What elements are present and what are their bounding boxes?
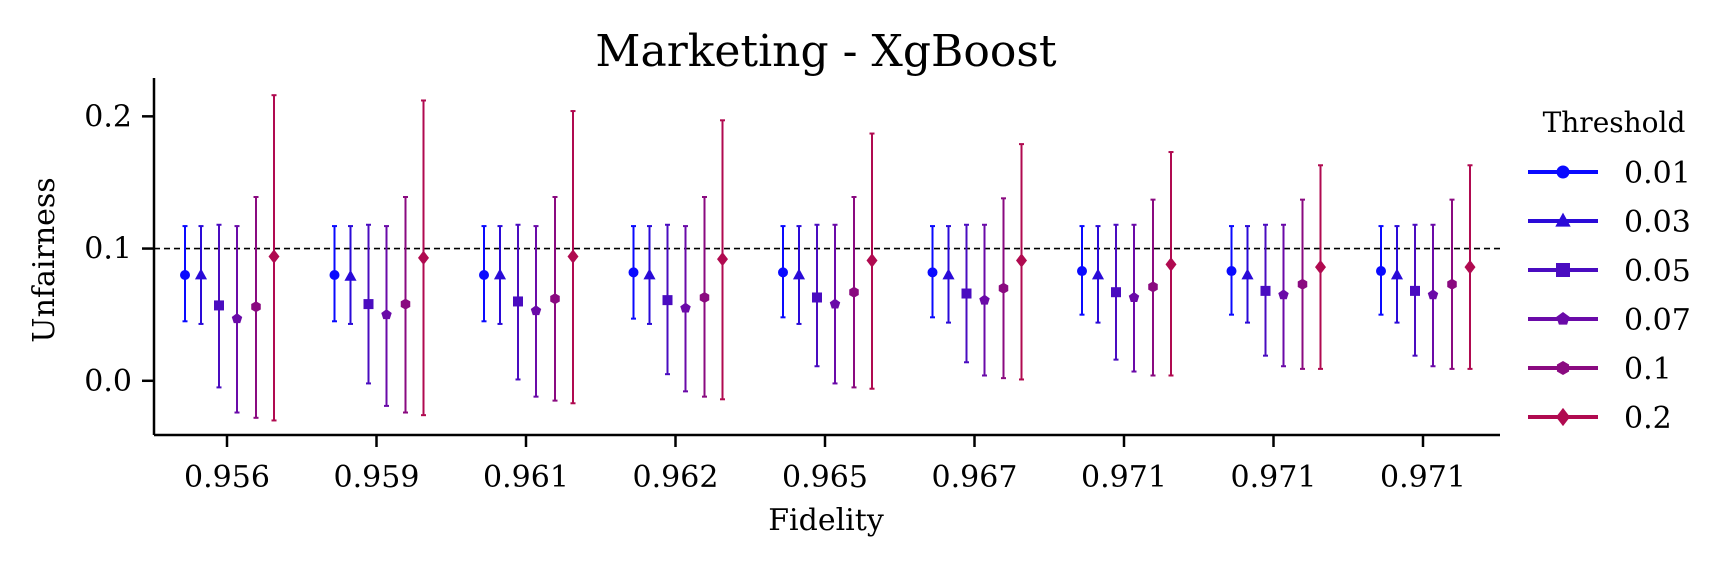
data-point: [812, 292, 822, 303]
data-point: [1315, 259, 1326, 275]
series-0.2: [268, 94, 1476, 422]
legend-label: 0.03: [1624, 205, 1691, 240]
data-point: [329, 270, 340, 281]
legend-marker: [1556, 407, 1570, 427]
data-point: [231, 313, 243, 324]
legend-label: 0.01: [1624, 156, 1691, 191]
data-point: [1376, 266, 1386, 277]
data-point: [493, 268, 507, 280]
legend-title: Threshold: [1543, 106, 1686, 139]
y-tick-label: 0.1: [84, 232, 132, 267]
data-point: [1148, 281, 1158, 293]
data-point: [1128, 291, 1140, 302]
legend-item-0.2: 0.2: [1528, 401, 1672, 436]
x-axis-label: Fidelity: [768, 503, 884, 538]
data-point: [479, 270, 489, 281]
data-point: [829, 298, 841, 309]
x-tick-label: 0.971: [1081, 460, 1167, 495]
legend-label: 0.07: [1624, 303, 1691, 338]
data-point: [268, 249, 280, 264]
x-tick-label: 0.961: [483, 460, 569, 495]
data-point: [1297, 278, 1308, 290]
data-point: [1091, 268, 1105, 280]
plot-area: 0.0 0.1 0.2 0.956 0.959 0.961 0.962 0.965 0.967 0…: [84, 78, 1500, 495]
legend-item-0.07: 0.07: [1528, 303, 1691, 338]
data-point: [1226, 266, 1237, 277]
data-point: [363, 299, 374, 310]
legend-label: 0.1: [1624, 352, 1672, 387]
legend-marker: [1556, 312, 1570, 325]
data-point: [180, 270, 190, 281]
data-point: [400, 298, 411, 310]
data-point: [513, 296, 523, 307]
data-point: [927, 267, 938, 278]
x-tick-label: 0.971: [1380, 460, 1466, 495]
legend-item-0.1: 0.1: [1528, 352, 1672, 387]
data-point: [567, 249, 579, 264]
data-point: [699, 291, 710, 303]
data-point: [1390, 268, 1404, 280]
y-tick-label: 0.2: [84, 99, 132, 134]
legend-item-0.05: 0.05: [1528, 254, 1691, 289]
data-point: [942, 268, 955, 280]
data-point: [866, 253, 878, 268]
data-point: [1260, 285, 1271, 296]
legend-marker: [1556, 263, 1570, 277]
data-point: [961, 288, 972, 299]
legend-marker: [1555, 212, 1571, 227]
x-tick-label: 0.962: [633, 460, 719, 495]
series-0.05: [214, 223, 1420, 389]
data-point: [1464, 259, 1476, 275]
y-tick-label: 0.0: [84, 364, 132, 399]
x-tick-label: 0.965: [782, 460, 868, 495]
data-point: [550, 293, 560, 305]
x-tick-label: 0.971: [1231, 460, 1317, 495]
series-0.1: [251, 196, 1457, 419]
series-0.07: [231, 223, 1439, 414]
data-point: [1447, 278, 1457, 290]
legend-item-0.03: 0.03: [1528, 205, 1691, 240]
data-point: [1410, 285, 1420, 296]
data-point: [381, 309, 392, 320]
y-axis-label: Unfairness: [27, 177, 62, 342]
data-point: [418, 250, 429, 265]
legend-marker: [1556, 361, 1570, 375]
data-point: [680, 302, 691, 313]
legend-marker: [1556, 165, 1570, 179]
data-point: [662, 295, 673, 306]
data-point: [1016, 253, 1027, 268]
data-point: [1278, 289, 1289, 300]
data-point: [1165, 257, 1177, 272]
series-0.01: [180, 225, 1386, 323]
data-point: [194, 268, 208, 280]
data-point: [998, 282, 1009, 294]
data-point: [643, 268, 656, 280]
data-point: [251, 301, 261, 313]
data-point: [344, 269, 357, 281]
x-tick-label: 0.967: [932, 460, 1018, 495]
data-point: [1077, 266, 1087, 277]
data-point: [1111, 287, 1121, 298]
data-point: [530, 305, 542, 316]
series-0.03: [194, 225, 1404, 325]
x-tick-label: 0.959: [334, 460, 420, 495]
data-point: [1241, 268, 1254, 280]
data-point: [717, 251, 728, 267]
legend-label: 0.2: [1624, 401, 1672, 436]
legend-item-0.01: 0.01: [1528, 156, 1691, 191]
legend-label: 0.05: [1624, 254, 1691, 289]
x-tick-label: 0.956: [184, 460, 270, 495]
data-point: [628, 267, 639, 278]
data-point: [778, 267, 788, 278]
data-point: [792, 268, 806, 280]
data-point: [849, 286, 859, 298]
chart-title: Marketing - XgBoost: [595, 26, 1057, 77]
legend: Threshold 0.01 0.03 0.05 0.07 0.1 0.2: [1528, 106, 1691, 436]
data-point: [1427, 289, 1439, 300]
data-point: [214, 300, 224, 311]
data-point: [979, 294, 990, 305]
